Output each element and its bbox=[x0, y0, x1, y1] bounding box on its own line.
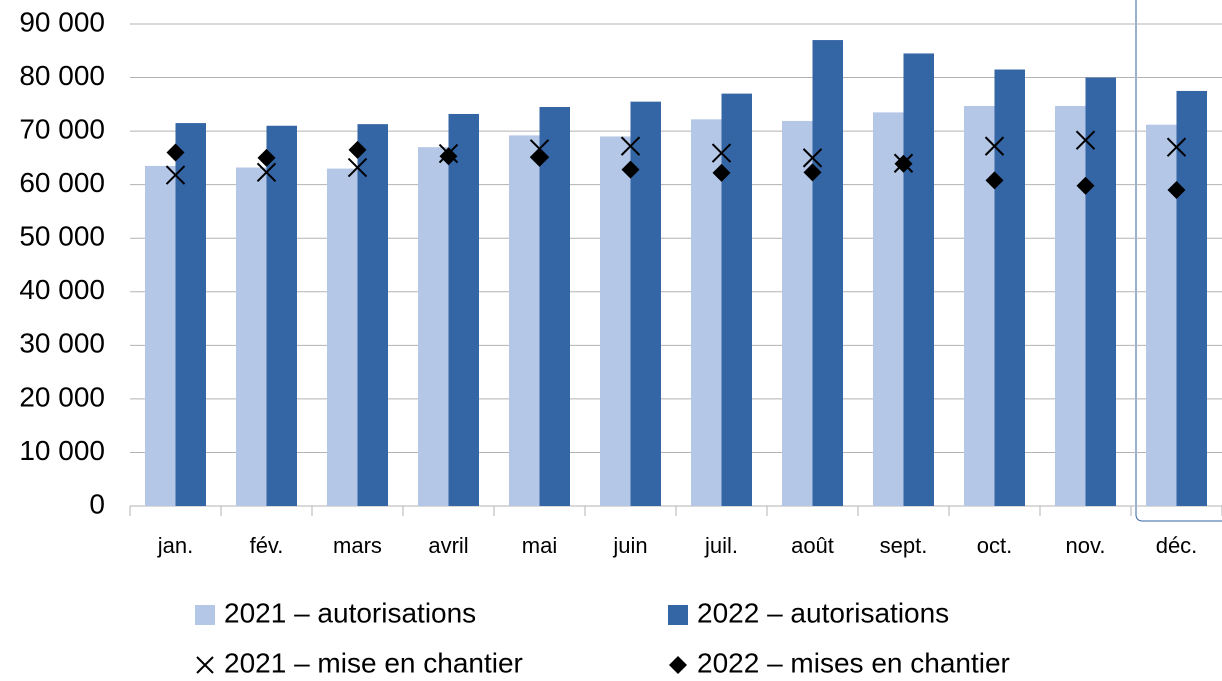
bar bbox=[721, 93, 752, 506]
bar bbox=[1146, 124, 1177, 506]
bar bbox=[509, 135, 540, 506]
x-tick-label: déc. bbox=[1156, 533, 1198, 558]
legend-label: 2022 – mises en chantier bbox=[697, 647, 1010, 678]
y-tick-label: 40 000 bbox=[19, 274, 105, 305]
x-tick-label: août bbox=[791, 533, 834, 558]
x-tick-label: fév. bbox=[250, 533, 284, 558]
bar bbox=[691, 119, 722, 506]
bar bbox=[873, 112, 904, 506]
x-tick-label: juil. bbox=[704, 533, 738, 558]
legend-swatch bbox=[196, 656, 214, 674]
bar bbox=[1085, 77, 1116, 507]
y-tick-label: 70 000 bbox=[19, 114, 105, 145]
bar bbox=[964, 105, 995, 506]
bar bbox=[418, 147, 449, 506]
bar bbox=[145, 165, 176, 506]
bar bbox=[448, 113, 479, 507]
highlight-frame bbox=[1135, 0, 1222, 522]
y-tick-label: 20 000 bbox=[19, 381, 105, 412]
bar bbox=[1176, 90, 1207, 506]
x-marker bbox=[256, 162, 277, 183]
x-marker bbox=[1075, 130, 1096, 150]
x-tick-label: avril bbox=[428, 533, 468, 558]
diamond-marker bbox=[530, 148, 549, 167]
x-tick-label: nov. bbox=[1066, 533, 1106, 558]
bar bbox=[630, 101, 661, 507]
legend-swatch bbox=[668, 605, 688, 625]
diamond-marker bbox=[621, 160, 640, 179]
legend-swatch bbox=[669, 656, 687, 674]
y-tick-label: 0 bbox=[89, 488, 105, 519]
y-tick-label: 10 000 bbox=[19, 435, 105, 466]
y-tick-label: 80 000 bbox=[19, 60, 105, 91]
diamond-marker bbox=[803, 163, 822, 182]
bar bbox=[1055, 105, 1086, 506]
diamond-marker bbox=[1167, 181, 1186, 200]
bar bbox=[357, 124, 388, 506]
x-tick-label: oct. bbox=[977, 533, 1012, 558]
bar bbox=[236, 167, 267, 507]
bar bbox=[266, 125, 297, 506]
bar bbox=[994, 69, 1025, 507]
bar bbox=[782, 120, 813, 507]
x-marker bbox=[1166, 137, 1187, 157]
x-marker bbox=[984, 136, 1005, 156]
legend-label: 2021 – autorisations bbox=[224, 597, 476, 628]
x-marker bbox=[711, 143, 732, 163]
x-tick-label: mai bbox=[522, 533, 557, 558]
diamond-marker bbox=[439, 147, 458, 166]
diamond-marker bbox=[894, 154, 913, 173]
diamond-marker bbox=[712, 163, 731, 182]
x-marker bbox=[620, 136, 641, 156]
bar bbox=[600, 136, 631, 506]
bar bbox=[175, 123, 206, 507]
diamond-marker bbox=[348, 140, 367, 159]
x-tick-label: mars bbox=[333, 533, 382, 558]
x-marker bbox=[529, 139, 550, 159]
legend-label: 2021 – mise en chantier bbox=[224, 647, 523, 678]
x-marker bbox=[165, 165, 186, 185]
bar bbox=[327, 168, 358, 506]
x-marker bbox=[802, 148, 823, 168]
bar bbox=[903, 53, 934, 506]
y-tick-label: 30 000 bbox=[19, 328, 105, 359]
bar bbox=[539, 107, 570, 506]
y-tick-label: 90 000 bbox=[19, 6, 105, 37]
x-tick-label: jan. bbox=[157, 533, 193, 558]
legend-label: 2022 – autorisations bbox=[697, 597, 949, 628]
bar bbox=[812, 40, 843, 507]
diamond-marker bbox=[166, 143, 185, 162]
x-tick-label: sept. bbox=[880, 533, 928, 558]
diamond-marker bbox=[257, 148, 276, 167]
diamond-marker bbox=[985, 171, 1004, 190]
y-tick-label: 60 000 bbox=[19, 167, 105, 198]
x-marker bbox=[347, 157, 368, 178]
diamond-marker bbox=[1076, 176, 1095, 195]
legend-swatch bbox=[195, 605, 215, 625]
x-tick-label: juin bbox=[612, 533, 647, 558]
y-tick-label: 50 000 bbox=[19, 221, 105, 252]
